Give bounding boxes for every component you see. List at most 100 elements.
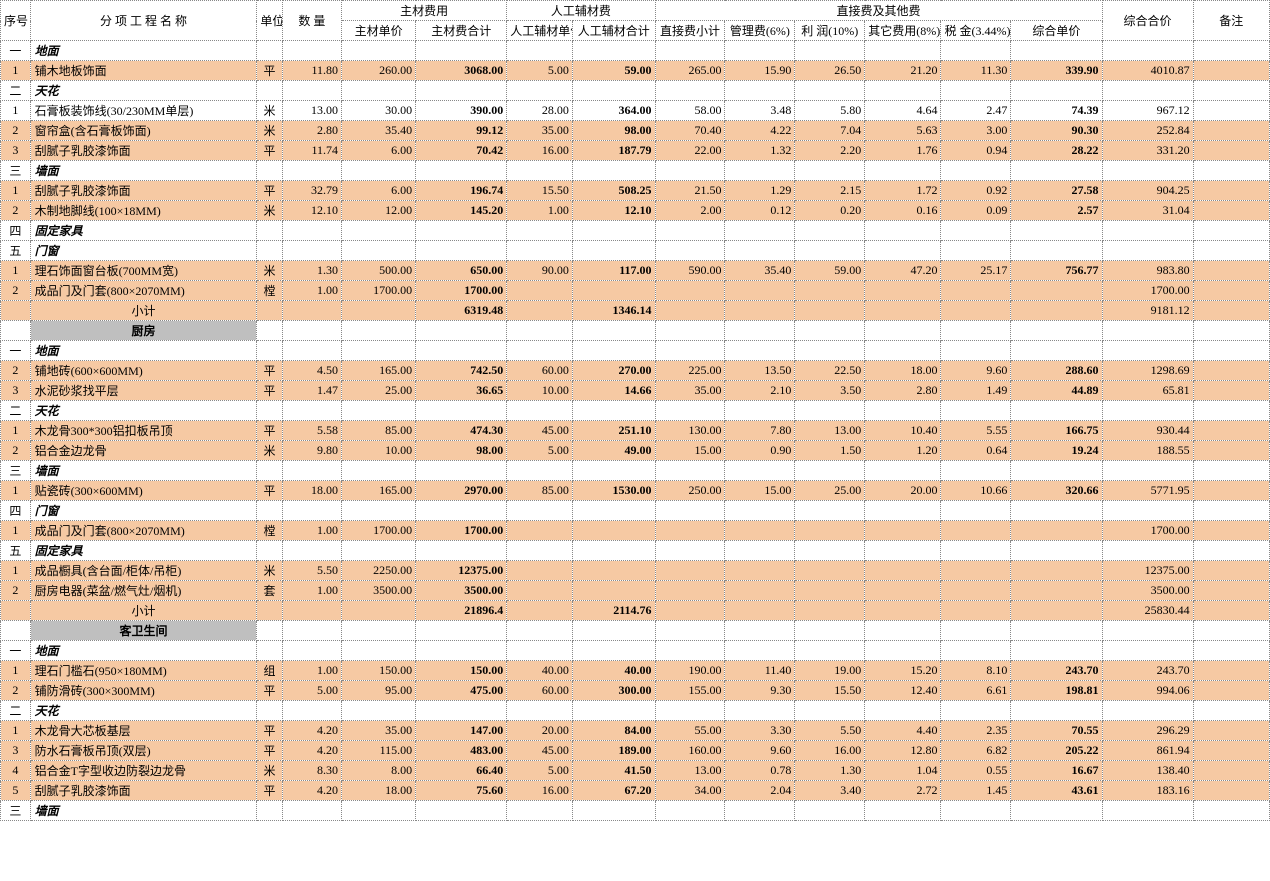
row-mat-price: 95.00 [342, 681, 416, 701]
row-total: 138.40 [1102, 761, 1193, 781]
row-lab-total: 117.00 [572, 261, 655, 281]
hdr-other: 其它费用(8%) [865, 21, 941, 41]
row-mat-total: 36.65 [416, 381, 507, 401]
cell [725, 641, 795, 661]
row-unitprice: 70.55 [1011, 721, 1102, 741]
cell [1102, 801, 1193, 821]
cell [795, 701, 865, 721]
row-total: 65.81 [1102, 381, 1193, 401]
section-title: 墙面 [30, 161, 257, 181]
row-tax: 2.35 [941, 721, 1011, 741]
row-total: 5771.95 [1102, 481, 1193, 501]
row-qty: 12.10 [282, 201, 341, 221]
row-mgmt: 3.48 [725, 101, 795, 121]
row-tax: 0.55 [941, 761, 1011, 781]
cell [572, 801, 655, 821]
section-header-row: 一地面 [1, 341, 1270, 361]
section-num: 二 [1, 401, 31, 421]
cell [655, 701, 725, 721]
table-header: 序号 分 项 工 程 名 称 单位 数 量 主材费用 人工辅材费 直接费及其他费… [1, 1, 1270, 41]
row-mgmt: 0.12 [725, 201, 795, 221]
row-name: 刮腻子乳胶漆饰面 [30, 181, 257, 201]
row-profit: 5.80 [795, 101, 865, 121]
row-seq: 2 [1, 581, 31, 601]
row-mat-total: 742.50 [416, 361, 507, 381]
row-total: 31.04 [1102, 201, 1193, 221]
cell [342, 321, 416, 341]
cell [257, 701, 282, 721]
row-seq: 1 [1, 661, 31, 681]
row-mat-total: 145.20 [416, 201, 507, 221]
subtotal-mat: 21896.4 [416, 601, 507, 621]
row-note [1193, 361, 1269, 381]
row-other [865, 561, 941, 581]
cell [941, 501, 1011, 521]
row-unitprice: 288.60 [1011, 361, 1102, 381]
row-unit: 米 [257, 201, 282, 221]
cell [572, 621, 655, 641]
row-other: 10.40 [865, 421, 941, 441]
row-unit: 米 [257, 761, 282, 781]
cell [416, 641, 507, 661]
cell [865, 701, 941, 721]
cell [342, 801, 416, 821]
cell [865, 81, 941, 101]
row-total: 4010.87 [1102, 61, 1193, 81]
row-other: 20.00 [865, 481, 941, 501]
cell [282, 401, 341, 421]
cell [941, 621, 1011, 641]
row-lab-total [572, 561, 655, 581]
hdr-seq: 序号 [1, 1, 31, 41]
cell [1011, 601, 1102, 621]
row-lab-total: 59.00 [572, 61, 655, 81]
cell [572, 401, 655, 421]
cell [725, 321, 795, 341]
row-unitprice [1011, 581, 1102, 601]
cell [865, 541, 941, 561]
row-total: 994.06 [1102, 681, 1193, 701]
data-row: 2厨房电器(菜盆/燃气灶/烟机)套1.003500.003500.003500.… [1, 581, 1270, 601]
row-mat-price: 35.00 [342, 721, 416, 741]
hdr-note: 备注 [1193, 1, 1269, 41]
hdr-lab-price: 人工辅材单价 [507, 21, 573, 41]
row-total: 296.29 [1102, 721, 1193, 741]
row-other: 47.20 [865, 261, 941, 281]
cell [416, 321, 507, 341]
row-unitprice: 27.58 [1011, 181, 1102, 201]
row-note [1193, 521, 1269, 541]
cell [725, 221, 795, 241]
cell [1011, 81, 1102, 101]
row-seq: 4 [1, 761, 31, 781]
row-other [865, 281, 941, 301]
row-unit: 米 [257, 261, 282, 281]
row-unitprice: 2.57 [1011, 201, 1102, 221]
cell [416, 401, 507, 421]
cell [941, 401, 1011, 421]
data-row: 1理石饰面窗台板(700MM宽)米1.30500.00650.0090.0011… [1, 261, 1270, 281]
cell [1102, 501, 1193, 521]
row-mat-price: 165.00 [342, 361, 416, 381]
cell [941, 341, 1011, 361]
row-note [1193, 761, 1269, 781]
cell [865, 241, 941, 261]
row-lab-price: 5.00 [507, 441, 573, 461]
row-tax: 0.94 [941, 141, 1011, 161]
row-lab-total: 40.00 [572, 661, 655, 681]
row-profit: 2.20 [795, 141, 865, 161]
row-note [1193, 141, 1269, 161]
row-name: 水泥砂浆找平层 [30, 381, 257, 401]
cell [1, 321, 31, 341]
room-header-row: 厨房 [1, 321, 1270, 341]
row-total: 1700.00 [1102, 281, 1193, 301]
cell [1193, 341, 1269, 361]
row-name: 成品门及门套(800×2070MM) [30, 521, 257, 541]
row-mat-total: 474.30 [416, 421, 507, 441]
cell [257, 321, 282, 341]
table-body: 一地面1铺木地板饰面平11.80260.003068.005.0059.0026… [1, 41, 1270, 821]
cell [655, 341, 725, 361]
budget-table: 序号 分 项 工 程 名 称 单位 数 量 主材费用 人工辅材费 直接费及其他费… [0, 0, 1270, 821]
cell [257, 801, 282, 821]
row-name: 刮腻子乳胶漆饰面 [30, 781, 257, 801]
section-header-row: 三墙面 [1, 801, 1270, 821]
row-mat-total: 150.00 [416, 661, 507, 681]
